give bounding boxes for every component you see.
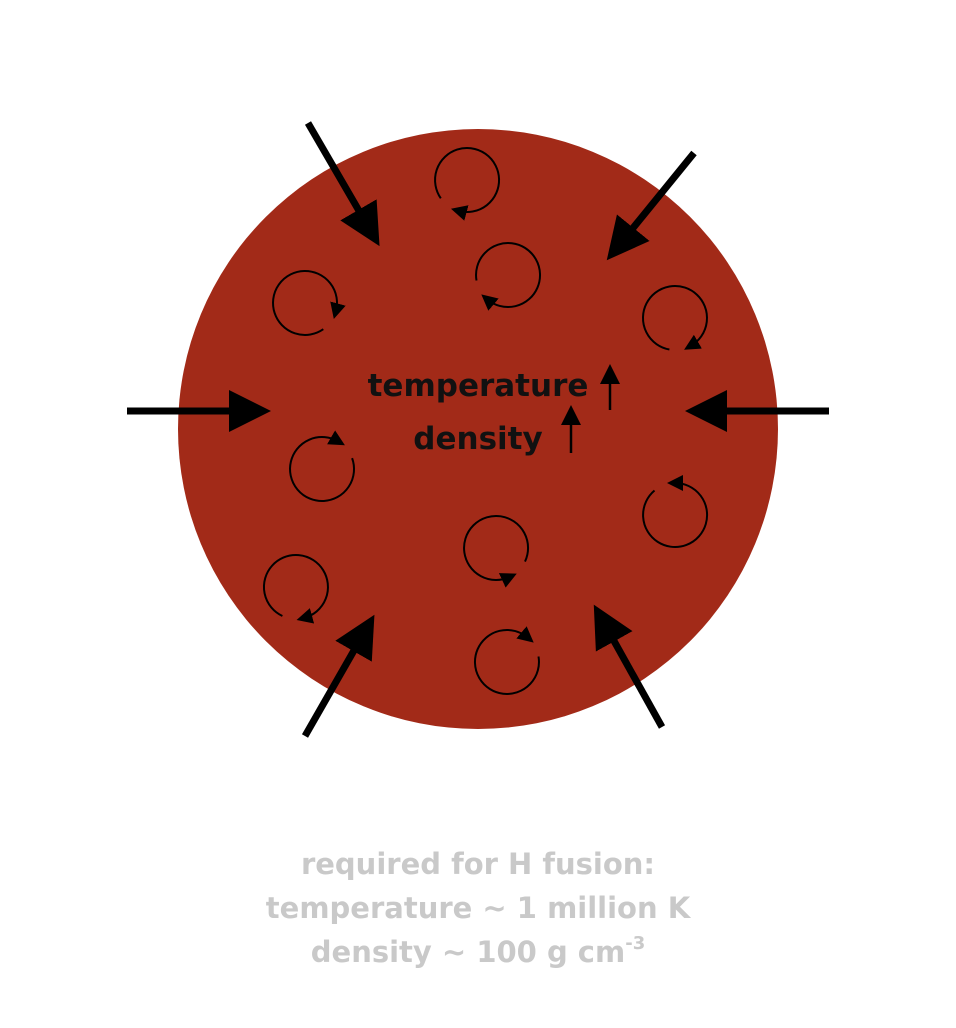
inward-arrow-icon [304,121,380,247]
temperature-label: temperature [368,368,589,404]
caption-heading: required for H fusion: [300,847,656,881]
convection-swirl-icon [474,626,540,695]
caption-temperature: temperature ~ 1 million K [265,891,691,925]
caption-density-text: density ~ 100 g cm [310,935,626,969]
convection-swirl-icon [463,514,530,588]
density-label: density [413,421,542,457]
convection-swirl-icon [642,475,709,548]
convection-swirl-icon [272,270,346,336]
inward-arrow-icon [301,614,375,738]
convection-swirl-icon [262,554,329,624]
convection-swirl-icon [434,147,500,221]
convection-swirl-icon [289,430,355,503]
caption-density: density ~ 100 g cm-3 [0,930,956,974]
convection-swirls [262,147,709,695]
convection-swirl-icon [642,285,708,351]
inward-arrow-icon [606,150,697,261]
compression-arrows [127,121,829,738]
convection-swirl-icon [475,242,541,311]
fusion-requirements-caption: required for H fusion: temperature ~ 1 m… [0,842,956,974]
inward-arrow-icon [593,604,666,729]
caption-density-exponent: -3 [625,933,646,954]
